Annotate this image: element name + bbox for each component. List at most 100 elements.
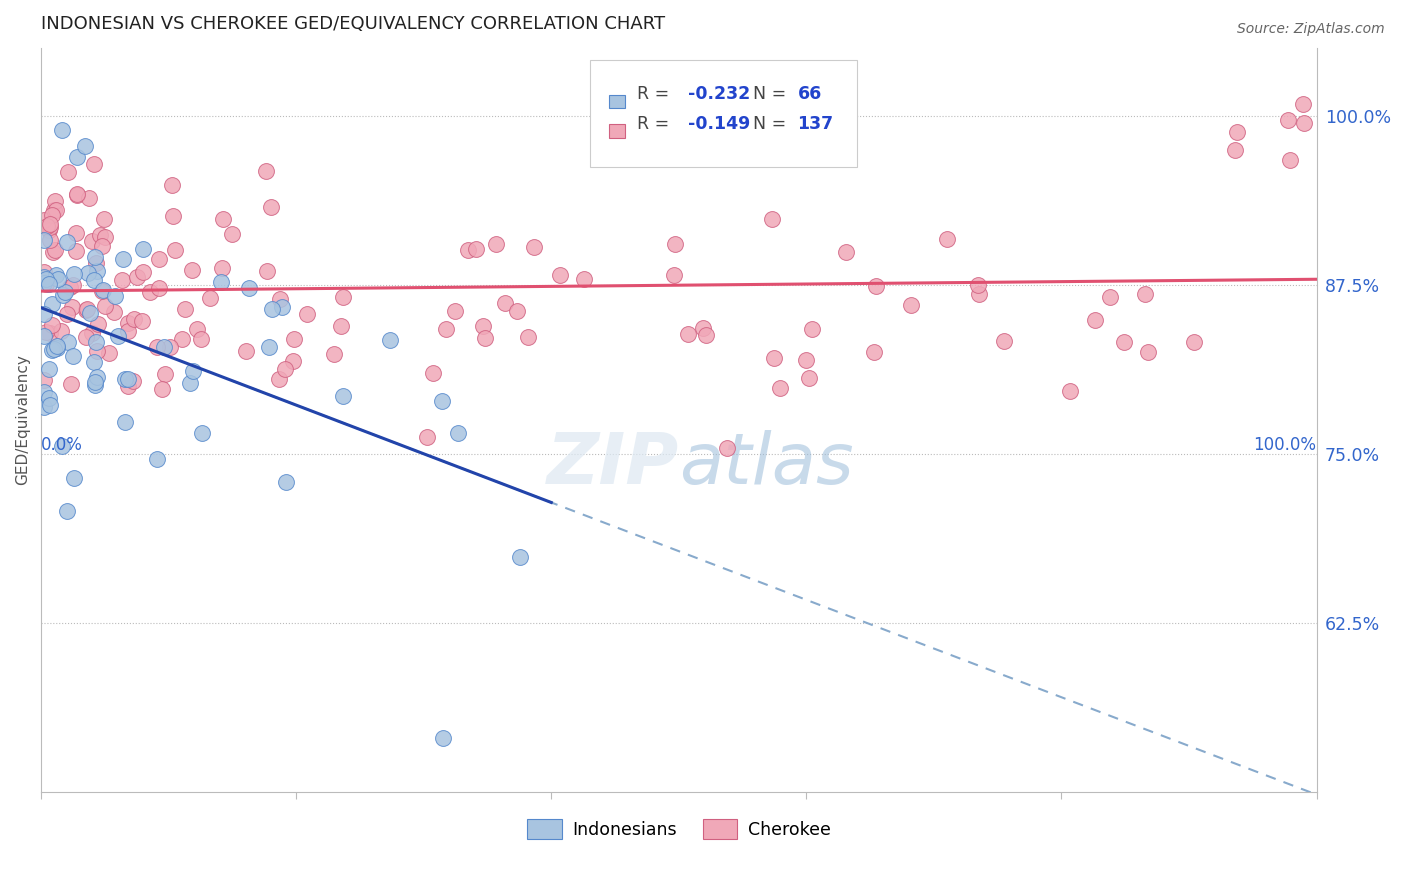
Point — [62, 277, 84, 292]
Point — [84, 255, 107, 269]
Point — [283, 332, 305, 346]
Point — [1292, 97, 1315, 112]
Point — [86, 344, 108, 359]
Point — [32, 328, 55, 343]
Point — [1223, 144, 1246, 158]
Point — [63, 267, 86, 281]
Point — [39, 219, 62, 234]
Point — [794, 352, 817, 367]
Point — [1136, 345, 1159, 359]
Point — [77, 266, 100, 280]
Point — [548, 268, 571, 283]
Point — [87, 318, 110, 332]
Point — [509, 549, 531, 564]
Point — [211, 275, 233, 289]
Point — [32, 213, 55, 227]
Point — [900, 298, 922, 312]
Point — [117, 372, 139, 386]
Point — [447, 426, 470, 441]
Point — [422, 366, 444, 380]
Point — [90, 239, 112, 253]
Point — [967, 277, 990, 292]
Point — [295, 307, 318, 321]
Point — [472, 318, 495, 333]
Point — [763, 351, 786, 365]
Point — [180, 263, 202, 277]
Point — [83, 157, 105, 171]
Point — [494, 295, 516, 310]
Point — [153, 367, 176, 381]
Point — [84, 375, 107, 389]
Point — [516, 330, 538, 344]
Point — [211, 211, 233, 226]
Point — [38, 391, 60, 405]
Point — [432, 731, 454, 745]
FancyBboxPatch shape — [609, 95, 624, 108]
Point — [32, 265, 55, 279]
Point — [139, 285, 162, 300]
Point — [79, 306, 101, 320]
Point — [150, 382, 173, 396]
Point — [34, 277, 56, 291]
Point — [269, 292, 291, 306]
Point — [84, 378, 107, 392]
Point — [44, 243, 66, 257]
FancyBboxPatch shape — [589, 60, 858, 168]
Point — [56, 235, 79, 249]
Point — [111, 273, 134, 287]
Point — [122, 375, 145, 389]
Text: 137: 137 — [797, 115, 834, 133]
Point — [132, 242, 155, 256]
Point — [32, 385, 55, 400]
Point — [46, 272, 69, 286]
Point — [153, 340, 176, 354]
Point — [86, 264, 108, 278]
Point — [44, 194, 66, 208]
Point — [716, 442, 738, 456]
Point — [170, 332, 193, 346]
Point — [198, 291, 221, 305]
Point — [97, 346, 120, 360]
Point — [132, 265, 155, 279]
Point — [117, 316, 139, 330]
Point — [181, 363, 204, 377]
Point — [59, 279, 82, 293]
Point — [37, 219, 59, 233]
Point — [91, 284, 114, 298]
Point — [761, 212, 783, 227]
Point — [41, 296, 63, 310]
Point — [117, 379, 139, 393]
Point — [117, 324, 139, 338]
Point — [523, 240, 546, 254]
Point — [35, 272, 58, 286]
Text: Source: ZipAtlas.com: Source: ZipAtlas.com — [1237, 22, 1385, 37]
Point — [465, 242, 488, 256]
Point — [485, 237, 508, 252]
Point — [34, 233, 56, 247]
Y-axis label: GED/Equivalency: GED/Equivalency — [15, 355, 30, 485]
Point — [434, 321, 457, 335]
Point — [1114, 334, 1136, 349]
Point — [332, 290, 354, 304]
Legend: Indonesians, Cherokee: Indonesians, Cherokee — [520, 813, 838, 847]
Point — [114, 372, 136, 386]
Point — [664, 236, 686, 251]
Point — [66, 186, 89, 201]
Point — [1084, 313, 1107, 327]
Point — [94, 299, 117, 313]
Point — [89, 228, 111, 243]
Point — [797, 371, 820, 385]
Point — [1278, 153, 1301, 167]
Text: -0.232: -0.232 — [688, 85, 749, 103]
Point — [80, 326, 103, 341]
Point — [42, 203, 65, 218]
Point — [1182, 334, 1205, 349]
Point — [1292, 116, 1315, 130]
Point — [49, 324, 72, 338]
Point — [93, 212, 115, 227]
Text: ZIP: ZIP — [547, 430, 679, 500]
Point — [46, 341, 69, 355]
Text: atlas: atlas — [679, 430, 853, 500]
Point — [35, 277, 58, 291]
Point — [60, 300, 83, 314]
